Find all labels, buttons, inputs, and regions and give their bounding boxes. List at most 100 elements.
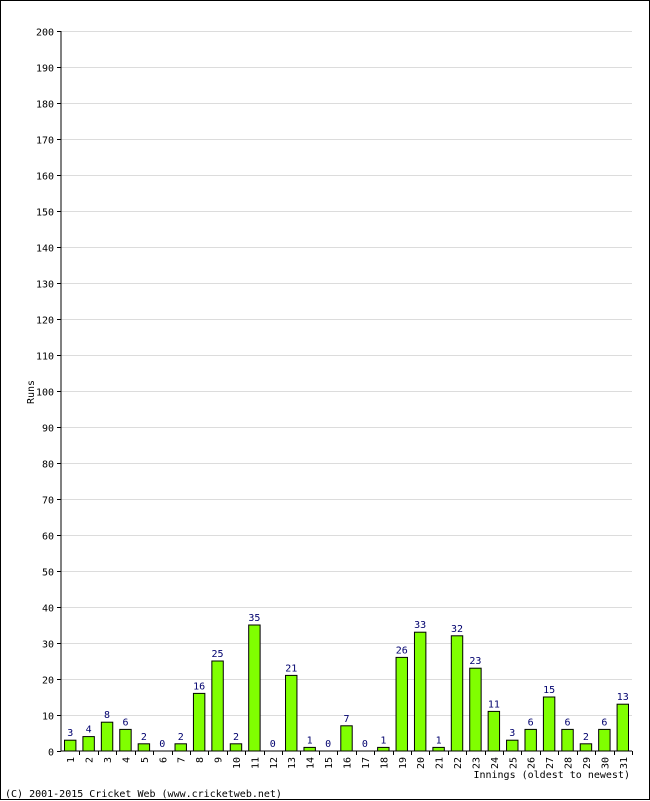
x-tick-label: 24 [490,757,501,769]
y-tick-label: 110 [36,352,54,363]
bar [469,667,482,752]
x-tick-label: 13 [287,757,298,769]
bar-value-label: 1 [436,735,442,746]
bar-value-label: 2 [141,732,147,743]
x-tick-label: 7 [177,757,188,763]
y-tick-label: 80 [42,460,54,471]
y-tick-label: 120 [36,316,54,327]
y-tick-label: 30 [42,640,54,651]
x-tick-label: 3 [103,757,114,763]
x-tick-label: 2 [85,757,96,763]
bar [561,728,574,752]
bar [63,739,77,752]
bar [542,696,556,752]
bar-value-label: 1 [380,735,386,746]
bar-value-label: 23 [469,656,481,667]
x-tick-label: 20 [416,757,427,769]
y-tick-label: 170 [36,136,54,147]
bar-value-label: 16 [193,681,205,692]
x-tick-label: 18 [379,757,390,769]
bar-value-label: 3 [67,728,73,739]
x-tick-label: 8 [195,757,206,763]
x-tick-label: 21 [435,757,446,769]
x-tick-label: 29 [582,757,593,769]
bar [432,746,445,752]
x-tick-label: 19 [398,757,409,769]
x-tick-label: 1 [66,757,77,763]
bar [229,743,243,752]
bar [119,728,132,752]
x-tick-label: 28 [564,757,575,769]
bar [487,710,501,752]
x-tick-label: 9 [214,757,225,763]
y-tick-label: 70 [42,496,54,507]
y-axis-label: Runs [26,380,37,404]
bar [82,736,95,752]
x-tick-label: 15 [324,757,335,769]
bar [616,703,630,752]
y-tick-label: 200 [36,28,54,39]
bar-value-label: 7 [343,714,349,725]
bar-value-label: 6 [601,717,607,728]
bar [137,743,151,752]
bar-value-label: 1 [307,735,313,746]
x-axis-ticks: 1 2 3 4 5 6 7 8 9 10 11 12 13 14 15 16 17 18 19 20 21 22 23 24 2… [66,751,633,769]
x-tick-label: 22 [453,757,464,769]
bar-value-label: 0 [270,739,276,750]
bar-value-label: 0 [159,739,165,750]
bar-value-label: 21 [285,663,297,674]
y-tick-label: 130 [36,280,54,291]
bar-value-label: 26 [396,645,408,656]
bar-value-label: 6 [122,717,128,728]
y-tick-label: 160 [36,172,54,183]
bar-value-label: 2 [233,732,239,743]
x-tick-label: 30 [600,757,611,769]
bar [192,692,206,752]
bar-value-label: 6 [565,717,571,728]
x-tick-label: 17 [361,757,372,769]
x-tick-label: 26 [527,757,538,769]
bar [174,743,187,752]
x-tick-label: 25 [508,757,519,769]
x-axis-label: Innings (oldest to newest) [473,770,630,781]
bar [579,743,593,752]
y-tick-label: 60 [42,532,54,543]
y-axis-ticks: 0 10 20 30 40 50 60 70 80 90 100 110 120 130 140 150 160… [36,28,61,759]
bar-value-label: 32 [451,624,463,635]
gridlines [61,31,632,716]
y-tick-label: 10 [42,712,54,723]
copyright-text: (C) 2001-2015 Cricket Web (www.cricketwe… [5,789,282,800]
y-tick-label: 190 [36,64,54,75]
x-tick-label: 14 [306,757,317,769]
y-tick-label: 140 [36,244,54,255]
x-tick-label: 16 [343,757,354,769]
bar-value-label: 33 [414,620,426,631]
bar-value-label: 2 [178,732,184,743]
bar-value-label: 6 [528,717,534,728]
y-tick-label: 0 [48,748,54,759]
bar-value-label: 13 [617,692,629,703]
bar-value-label: 4 [86,725,92,736]
y-tick-label: 50 [42,568,54,579]
bar [413,631,427,752]
bar-value-label: 0 [325,739,331,750]
bar-value-label: 8 [104,710,110,721]
bar-value-label: 35 [248,613,260,624]
x-tick-label: 12 [269,757,280,769]
x-tick-label: 31 [619,757,630,769]
x-tick-label: 10 [232,757,243,769]
y-tick-label: 20 [42,676,54,687]
bar [100,721,114,752]
x-tick-label: 5 [140,757,151,763]
bar-value-label: 2 [583,732,589,743]
bar-value-label: 0 [362,739,368,750]
bar [248,624,261,752]
x-tick-label: 27 [545,757,556,769]
bar [211,660,224,752]
y-tick-label: 90 [42,424,54,435]
bar-value-label: 11 [488,699,500,710]
bar [506,739,519,752]
